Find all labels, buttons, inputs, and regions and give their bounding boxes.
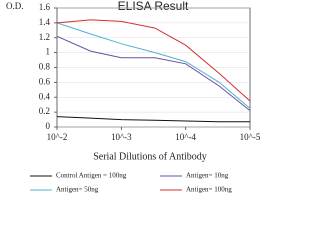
x-tick-label: 10^-3	[111, 132, 132, 142]
y-axis-label: O.D.	[6, 1, 24, 11]
legend-label: Antigen= 10ng	[186, 172, 229, 180]
x-tick-label: 10^-5	[240, 132, 261, 142]
y-tick-label: 1.6	[39, 2, 51, 12]
y-tick-label: 1	[46, 47, 51, 57]
series-line	[56, 22, 251, 109]
chart-title: ELISA Result	[118, 0, 189, 13]
legend-label: Control Antigen = 100ng	[56, 172, 127, 180]
series-line	[56, 116, 250, 123]
series-line	[56, 35, 251, 111]
chart: ELISA Result O.D. Serial Dilutions of An…	[6, 0, 261, 194]
x-tick-label: 10^-2	[47, 132, 68, 142]
legend-label: Antigen= 50ng	[56, 186, 99, 194]
x-axis-label: Serial Dilutions of Antibody	[93, 151, 207, 162]
y-tick-label: 0.4	[39, 91, 51, 101]
y-tick-label: 0.2	[39, 106, 50, 116]
y-tick-label: 1.2	[39, 32, 50, 42]
legend-label: Antigen= 100ng	[186, 186, 232, 194]
y-tick-label: 0.6	[39, 76, 51, 86]
y-tick-label: 0.8	[39, 62, 51, 72]
x-tick-label: 10^-4	[175, 132, 196, 142]
y-tick-label: 0	[46, 121, 51, 131]
series-line	[56, 19, 251, 102]
y-tick-label: 1.4	[39, 17, 51, 27]
